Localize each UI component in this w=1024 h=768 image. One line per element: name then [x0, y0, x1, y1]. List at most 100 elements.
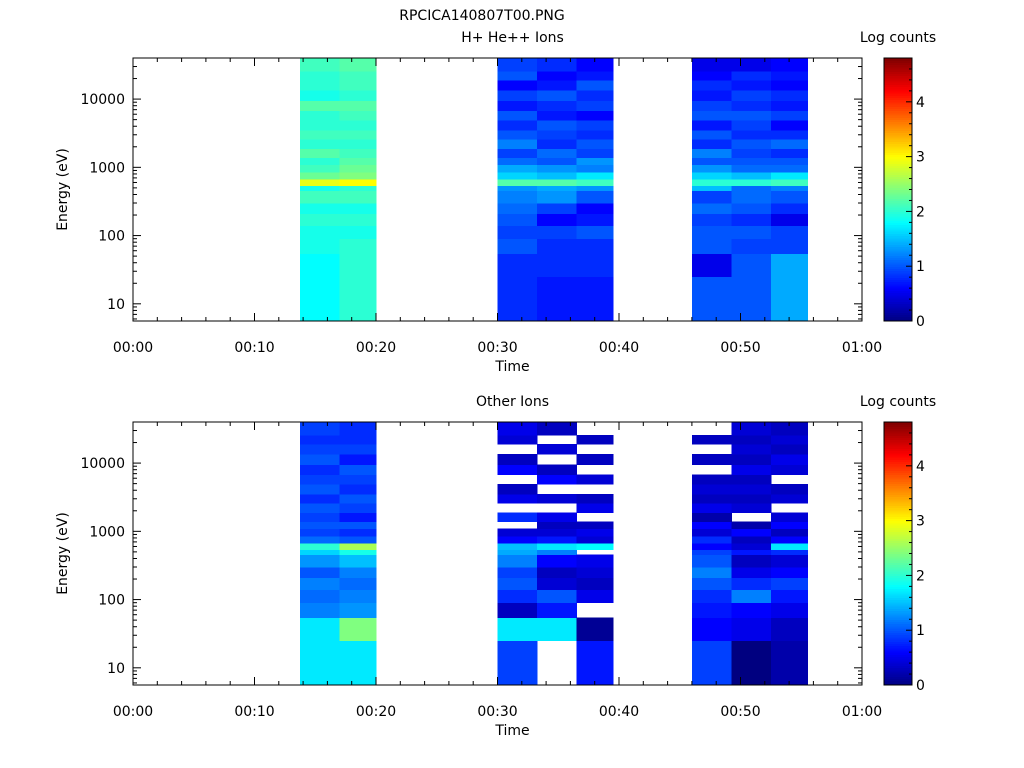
- heatmap-cell: [576, 58, 614, 72]
- heatmap-cell: [576, 521, 614, 530]
- colorbar-swatch: [884, 264, 912, 267]
- heatmap-cell: [536, 577, 577, 591]
- colorbar-swatch: [884, 669, 912, 673]
- colorbar-swatch: [884, 529, 912, 533]
- colorbar-swatch: [884, 222, 912, 226]
- colorbar-swatch: [884, 665, 912, 669]
- heatmap-cell: [731, 422, 772, 436]
- heatmap-cell: [497, 130, 538, 140]
- colorbar-swatch: [884, 104, 912, 107]
- colorbar-swatch: [884, 274, 912, 278]
- heatmap-cell: [536, 157, 577, 166]
- colorbar-swatch: [884, 209, 912, 213]
- heatmap-cell: [731, 171, 772, 180]
- heatmap-cell: [497, 157, 538, 166]
- colorbar-swatch: [884, 645, 912, 649]
- colorbar-swatch: [884, 114, 912, 118]
- heatmap-cell: [536, 70, 577, 81]
- colorbar-swatch: [884, 608, 912, 612]
- x-tick-label: 00:20: [356, 340, 396, 356]
- colorbar-swatch: [884, 581, 912, 585]
- heatmap-cell: [536, 542, 577, 551]
- colorbar-swatch: [884, 180, 912, 184]
- colorbar-swatch: [884, 586, 912, 590]
- colorbar-swatch: [884, 224, 912, 228]
- heatmap-cell: [536, 190, 577, 204]
- heatmap-cell: [339, 120, 377, 131]
- colorbar-swatch: [884, 500, 912, 504]
- heatmap-cell: [339, 589, 377, 604]
- heatmap-cell: [770, 589, 808, 604]
- colorbar-swatch: [884, 450, 912, 454]
- colorbar-tick-label: 2: [916, 204, 925, 220]
- heatmap-cell: [691, 521, 732, 530]
- heatmap-cell: [300, 528, 341, 537]
- heatmap-cell: [300, 225, 341, 240]
- colorbar-swatch: [884, 299, 912, 302]
- colorbar-swatch: [884, 125, 912, 129]
- colorbar-swatch: [884, 465, 912, 469]
- heatmap-cell: [300, 512, 341, 522]
- colorbar-swatch: [884, 527, 912, 530]
- colorbar-swatch: [884, 294, 912, 298]
- colorbar-tick-label: 3: [916, 514, 925, 530]
- colorbar-swatch: [884, 95, 912, 99]
- colorbar-swatch: [884, 549, 912, 552]
- heatmap-cell: [731, 157, 772, 166]
- colorbar-swatch: [884, 571, 912, 574]
- heatmap-cell: [497, 203, 538, 215]
- heatmap-cell: [497, 602, 538, 618]
- x-tick-label: 00:20: [356, 704, 396, 720]
- heatmap-cell: [300, 464, 341, 476]
- heatmap-cell: [731, 542, 772, 551]
- heatmap-cell: [731, 444, 772, 455]
- heatmap-cell: [691, 120, 732, 131]
- colorbar-swatch: [884, 213, 912, 217]
- colorbar-swatch: [884, 233, 912, 237]
- colorbar-swatch: [884, 268, 912, 272]
- colorbar-tick-label: 1: [916, 623, 925, 639]
- colorbar-swatch: [884, 592, 912, 596]
- colorbar-swatch: [884, 568, 912, 572]
- colorbar-swatch: [884, 314, 912, 318]
- colorbar-tick-label: 1: [916, 259, 925, 275]
- heatmap-cell: [731, 164, 772, 173]
- heatmap-cell: [576, 503, 614, 513]
- heatmap-cell: [731, 617, 772, 642]
- colorbar-swatch: [884, 649, 912, 653]
- colorbar-swatch: [884, 439, 912, 443]
- heatmap-cell: [339, 100, 377, 112]
- colorbar-swatch: [884, 176, 912, 180]
- heatmap-cell: [339, 640, 377, 686]
- heatmap-cell: [770, 528, 808, 537]
- heatmap-cell: [691, 157, 732, 166]
- heatmap-cell: [497, 434, 538, 445]
- colorbar-swatch: [884, 215, 912, 219]
- colorbar-swatch: [884, 150, 912, 153]
- colorbar-swatch: [884, 97, 912, 101]
- heatmap-cell: [731, 90, 772, 102]
- heatmap-cell: [770, 203, 808, 215]
- colorbar-swatch: [884, 226, 912, 230]
- heatmap-cell: [339, 213, 377, 227]
- heatmap-cell: [576, 148, 614, 158]
- heatmap-cell: [770, 484, 808, 495]
- colorbar-swatch: [884, 158, 912, 162]
- colorbar-swatch: [884, 62, 912, 66]
- colorbar-swatch: [884, 266, 912, 269]
- colorbar-swatch: [884, 79, 912, 83]
- heatmap-cell: [536, 617, 577, 642]
- heatmap-cell: [731, 434, 772, 445]
- heatmap-cell: [770, 535, 808, 544]
- heatmap-cell: [536, 90, 577, 102]
- heatmap-cell: [691, 535, 732, 544]
- colorbar-swatch: [884, 182, 912, 186]
- colorbar-swatch: [884, 145, 912, 149]
- colorbar-swatch: [884, 139, 912, 142]
- heatmap-cell: [731, 577, 772, 591]
- heatmap-cell: [691, 190, 732, 204]
- colorbar-swatch: [884, 643, 912, 647]
- colorbar-swatch: [884, 478, 912, 482]
- colorbar-swatch: [884, 498, 912, 502]
- heatmap-cell: [497, 567, 538, 579]
